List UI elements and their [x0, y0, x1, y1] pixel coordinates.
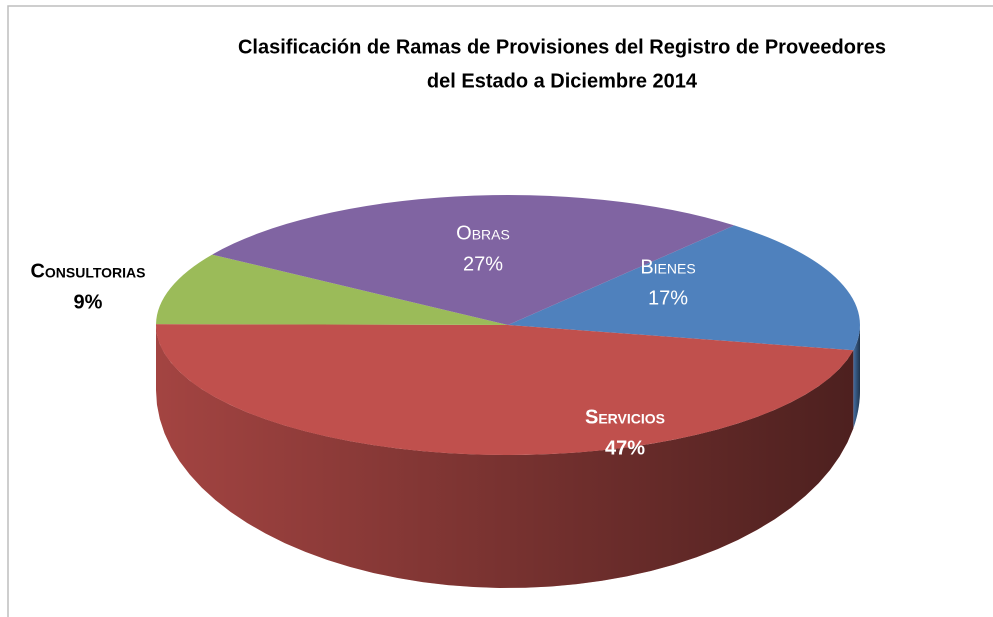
chart-title: Clasificación de Ramas de Provisiones de… [238, 36, 886, 58]
slice [156, 254, 508, 325]
value-label: 47% [605, 437, 645, 459]
chart-title: del Estado a Diciembre 2014 [427, 70, 698, 92]
chart-border [7, 5, 993, 617]
slice-side-shade [156, 325, 854, 588]
value-label: 17% [648, 287, 688, 309]
value-label: 9% [74, 291, 103, 313]
slice [508, 225, 860, 351]
slice-label: Obras [456, 222, 510, 244]
slice-label: Consultorias [30, 260, 145, 282]
slice-label: Bienes [640, 256, 695, 278]
slice [212, 194, 735, 325]
slice-label: Servicios [585, 406, 665, 428]
value-label: 27% [463, 253, 503, 275]
slice-side-shade [853, 325, 860, 429]
slice [156, 324, 854, 456]
